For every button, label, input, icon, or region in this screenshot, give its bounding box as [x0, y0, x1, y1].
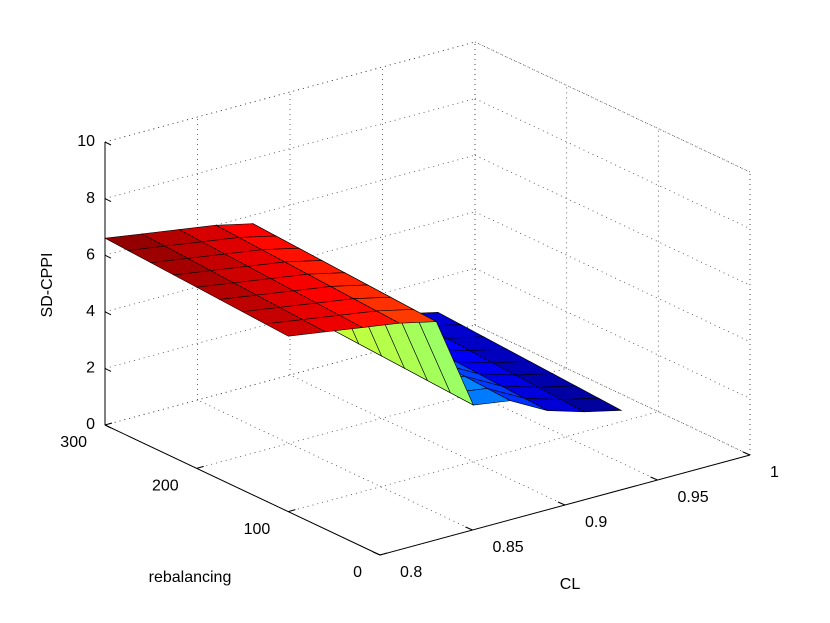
x-axis-label: CL: [560, 576, 581, 593]
z-tick-label: 0: [86, 416, 95, 433]
z-tick-label: 6: [86, 246, 95, 263]
grid-line: [104, 41, 476, 143]
x-tick-label: 0.8: [400, 564, 422, 581]
grid-line: [474, 41, 751, 173]
x-tick: [557, 501, 566, 506]
box-edge: [474, 41, 751, 173]
grid-line: [474, 324, 751, 456]
z-tick-label: 8: [86, 190, 95, 207]
z-tick: [104, 198, 112, 203]
z-tick: [104, 424, 112, 429]
z-tick-label: 4: [86, 303, 95, 320]
x-tick-label: 0.9: [585, 514, 607, 531]
surface-patch: [264, 319, 327, 337]
z-tick: [104, 367, 112, 372]
y-tick: [196, 465, 204, 469]
z-tick-label: 10: [77, 133, 95, 150]
y-tick: [379, 552, 388, 556]
z-tick: [104, 254, 112, 259]
x-tick: [465, 526, 473, 531]
z-tick: [104, 311, 112, 316]
x-tick-label: 0.95: [678, 489, 709, 506]
y-tick: [104, 422, 113, 426]
x-tick: [650, 476, 658, 481]
grid-line: [104, 98, 476, 199]
grid-line: [474, 98, 751, 229]
y-tick-label: 0: [353, 564, 362, 581]
y-tick-label: 100: [244, 521, 271, 538]
y-tick-label: 200: [152, 478, 179, 495]
y-tick: [288, 509, 296, 513]
grid-line: [474, 154, 751, 286]
grid-line: [474, 324, 751, 456]
grid-line: [288, 411, 659, 513]
z-axis-label: SD-CPPI: [39, 253, 56, 318]
x-tick: [372, 551, 381, 556]
grid-line: [474, 268, 751, 399]
y-tick-label: 300: [60, 434, 87, 451]
grid-line: [197, 399, 473, 531]
x-tick: [742, 451, 751, 456]
grid-line: [474, 211, 751, 343]
y-axis-label: rebalancing: [149, 569, 232, 586]
z-tick-label: 2: [86, 360, 95, 377]
grid-line: [289, 374, 566, 506]
x-tick-label: 0.85: [493, 539, 524, 556]
x-tick-label: 1: [770, 464, 779, 481]
y-axis: [104, 424, 381, 556]
z-tick: [104, 141, 112, 146]
grid-line: [382, 349, 658, 481]
